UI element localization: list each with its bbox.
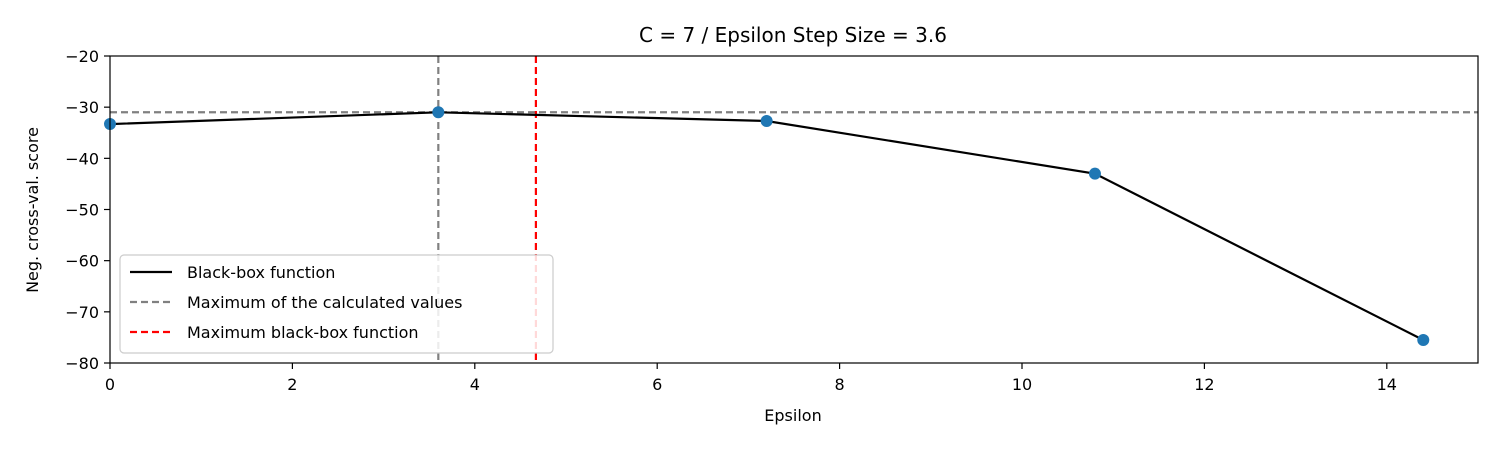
legend: Black-box function Maximum of the calcula…	[119, 254, 554, 354]
x-axis-label: Epsilon	[764, 406, 821, 425]
data-point-4	[1417, 333, 1430, 346]
y-tick-label: −20	[65, 47, 99, 66]
chart-title: C = 7 / Epsilon Step Size = 3.6	[639, 23, 947, 47]
data-point-1	[432, 106, 445, 119]
x-tick-label: 12	[1194, 375, 1214, 394]
y-tick-label: −70	[65, 303, 99, 322]
y-tick-label: −80	[65, 354, 99, 373]
y-axis-label: Neg. cross-val. score	[23, 127, 42, 293]
x-tick-label: 14	[1377, 375, 1397, 394]
x-tick-label: 6	[652, 375, 662, 394]
y-tick-label: −50	[65, 201, 99, 220]
legend-label-0: Black-box function	[187, 263, 335, 282]
y-tick-label: −30	[65, 98, 99, 117]
axes: 0 2 4 6 8 10 12 14 −80 −70 −60 −50 −40 −30 −20	[65, 47, 1397, 394]
legend-label-1: Maximum of the calculated values	[187, 293, 462, 312]
y-tick-label: −60	[65, 252, 99, 271]
x-tick-label: 8	[835, 375, 845, 394]
legend-label-2: Maximum black-box function	[187, 323, 419, 342]
data-point-2	[760, 114, 773, 127]
x-tick-label: 4	[470, 375, 480, 394]
data-point-3	[1088, 167, 1101, 180]
x-tick-label: 0	[105, 375, 115, 394]
legend-box	[119, 254, 554, 354]
y-tick-label: −40	[65, 149, 99, 168]
x-tick-label: 2	[287, 375, 297, 394]
x-tick-label: 10	[1012, 375, 1032, 394]
